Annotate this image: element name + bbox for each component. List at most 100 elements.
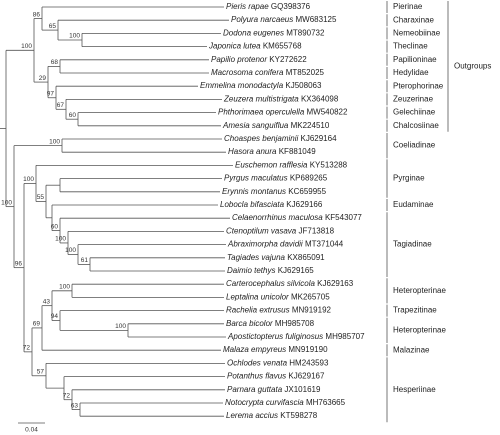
clade-label: Papilioninae	[393, 55, 437, 64]
support-value: 60	[51, 223, 59, 230]
clade-label: Zeuzerinae	[393, 95, 434, 104]
species-name: Euschemon rafflesia	[235, 161, 308, 170]
accession: MH763665	[306, 398, 346, 407]
species-name: Leptalina unicolor	[226, 293, 289, 302]
clade-label: Coeliadinae	[393, 141, 436, 150]
accession: GQ398376	[271, 2, 311, 11]
leaf-label: Euschemon rafflesia KY513288	[235, 161, 348, 170]
leaf-label: Polyura narcaeus MW683125	[231, 15, 337, 24]
species-name: Erynnis montanus	[222, 187, 286, 196]
leaf-label: Macrosoma conifera MT852025	[211, 68, 325, 77]
support-value: 100	[1, 199, 12, 206]
species-name: Amesia sanguiflua	[222, 121, 289, 130]
clade-label: Tagiadinae	[393, 240, 432, 249]
clade-label: Nemeobiinae	[393, 29, 441, 38]
species-name: Apostictopterus fuliginosus	[227, 332, 323, 341]
accession: MW683125	[296, 15, 337, 24]
support-value: 72	[63, 392, 71, 399]
species-name: Rachelia extrusus	[226, 306, 290, 315]
clade-label: Chalcosiinae	[393, 121, 439, 130]
leaf-label: Celaenorrhinus maculosa KF543077	[232, 213, 362, 222]
support-value: 94	[51, 313, 59, 320]
accession: MT371044	[305, 240, 344, 249]
leaf-label: Amesia sanguiflua MK224510	[222, 121, 330, 130]
accession: MT890732	[286, 29, 325, 38]
accession: KX865091	[287, 253, 325, 262]
support-value: 100	[69, 33, 80, 40]
accession: MH985708	[275, 319, 315, 328]
accession: KM655768	[263, 42, 302, 51]
leaf-label: Barca bicolor MH985708	[226, 319, 315, 328]
accession: KC659955	[288, 187, 326, 196]
accession: MN919190	[288, 345, 328, 354]
species-name: Phthorimaea operculella	[218, 108, 305, 117]
leaf-label: Ochlodes venata HM243593	[227, 359, 329, 368]
species-name: Daimio tethys	[227, 266, 275, 275]
support-value: 100	[21, 43, 32, 50]
accession: MW540822	[307, 108, 348, 117]
accession: MK224510	[291, 121, 330, 130]
leaf-label: Pyrgus maculatus KP689265	[224, 174, 328, 183]
support-value: 43	[43, 298, 51, 305]
accession: KT598278	[280, 411, 317, 420]
accession: KX364098	[301, 95, 339, 104]
clade-label: Pierinae	[393, 2, 423, 11]
support-value: 55	[37, 194, 45, 201]
clade-label: Pyrginae	[393, 174, 425, 183]
species-name: Potanthus flavus	[227, 372, 286, 381]
clade-label: Heteropterinae	[393, 326, 446, 335]
species-name: Hasora anura	[228, 147, 277, 156]
accession: KJ629167	[288, 372, 325, 381]
support-value: 100	[65, 247, 76, 254]
species-name: Parnara guttata	[227, 385, 283, 394]
support-value: 67	[57, 102, 65, 109]
support-value: 29	[39, 75, 47, 82]
species-name: Japonica lutea	[208, 42, 261, 51]
support-value: 69	[33, 321, 41, 328]
leaf-label: Erynnis montanus KC659955	[222, 187, 327, 196]
species-name: Tagiades vajuna	[227, 253, 286, 262]
clade-label: Eudaminae	[393, 200, 434, 209]
support-value: 100	[23, 176, 34, 183]
clade-label: Pterophorinae	[393, 81, 444, 90]
species-name: Pieris rapae	[226, 2, 269, 11]
species-name: Ctenoptilum vasava	[226, 227, 297, 236]
leaf-label: Potanthus flavus KJ629167	[227, 372, 325, 381]
accession: KJ508063	[285, 81, 322, 90]
support-value: 57	[37, 368, 45, 375]
accession: MK265705	[291, 293, 330, 302]
leaf-label: Ctenoptilum vasava JF713818	[226, 227, 335, 236]
clade-label: Theclinae	[393, 42, 428, 51]
leaf-label: Lobocla bifasciata KJ629166	[220, 200, 323, 209]
accession: KF543077	[325, 213, 362, 222]
clade-label: Gelechiinae	[393, 108, 436, 117]
clade-label: Charaxinae	[393, 15, 434, 24]
support-value: 68	[51, 59, 59, 66]
species-name: Notocrypta curvifascia	[225, 398, 304, 407]
species-name: Abraximorpha davidii	[227, 240, 303, 249]
species-name: Pyrgus maculatus	[224, 174, 288, 183]
group-label: Outgroups	[454, 62, 491, 71]
leaf-label: Apostictopterus fuliginosus MH985707	[227, 332, 365, 341]
accession: KJ629166	[286, 200, 323, 209]
species-name: Emmelina monodactyla	[200, 81, 284, 90]
leaf-label: Abraximorpha davidii MT371044	[227, 240, 344, 249]
leaf-label: Notocrypta curvifascia MH763665	[225, 398, 346, 407]
clade-label: Hesperiinae	[393, 385, 436, 394]
support-value: 63	[71, 402, 79, 409]
support-value: 60	[69, 112, 77, 119]
clade-label: Hedylidae	[393, 68, 429, 77]
accession: KJ629165	[278, 266, 315, 275]
clade-label: Malazinae	[393, 345, 430, 354]
leaf-label: Pieris rapae GQ398376	[226, 2, 311, 11]
leaf-label: Daimio tethys KJ629165	[227, 266, 314, 275]
species-name: Dodona eugenes	[223, 29, 284, 38]
support-value: 100	[49, 138, 60, 145]
support-value: 100	[59, 284, 70, 291]
support-value: 72	[23, 345, 31, 352]
leaf-label: Tagiades vajuna KX865091	[227, 253, 325, 262]
support-value: 61	[81, 257, 89, 264]
leaf-label: Malaza empyreus MN919190	[223, 345, 328, 354]
leaf-label: Leptalina unicolor MK265705	[226, 293, 330, 302]
